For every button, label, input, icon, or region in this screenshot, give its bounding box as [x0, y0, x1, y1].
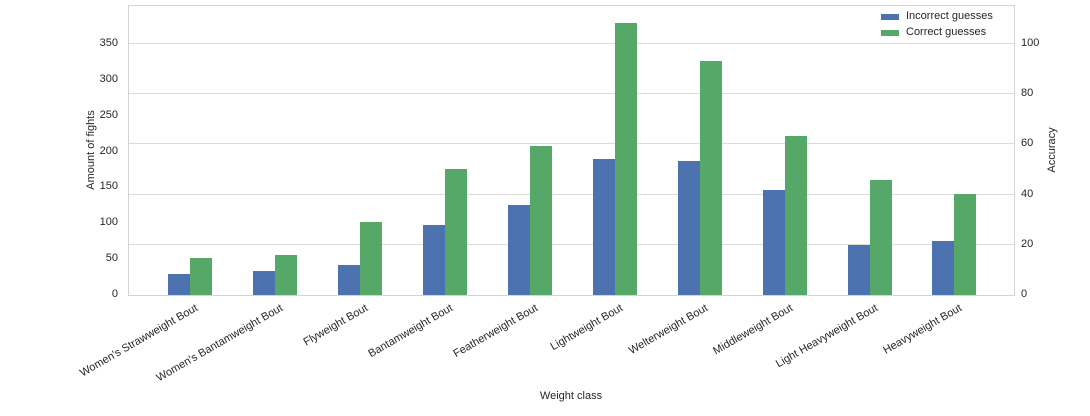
gridline [129, 193, 1014, 195]
bar-correct [445, 168, 467, 295]
x-axis-title: Weight class [539, 390, 603, 402]
bar-correct [614, 22, 637, 295]
bar-incorrect [507, 205, 530, 295]
x-tick-label: Heavyweight Bout [881, 302, 965, 357]
left-tick-label: 250 [99, 108, 118, 121]
legend-swatch-incorrect-icon [881, 13, 899, 20]
bar-incorrect [592, 158, 615, 295]
legend-item-incorrect: Incorrect guesses [881, 10, 993, 23]
left-tick-label: 200 [99, 144, 118, 157]
bar-correct [360, 221, 383, 295]
bar-incorrect [932, 241, 955, 295]
legend-label-correct: Correct guesses [906, 26, 987, 38]
gridline [129, 243, 1014, 245]
bar-incorrect [762, 190, 785, 295]
right-tick-label: 0 [1021, 288, 1028, 300]
left-tick-label: 350 [99, 37, 118, 49]
bar-incorrect [168, 273, 191, 295]
gridline [129, 93, 1014, 95]
bar-correct [784, 135, 807, 295]
x-tick-label: Welterweight Bout [626, 302, 710, 357]
left-tick-label: 100 [99, 216, 118, 229]
bar-incorrect [338, 264, 361, 295]
x-tick-label: Featherweight Bout [451, 302, 540, 361]
plot-area [128, 5, 1015, 296]
right-tick-label: 20 [1021, 237, 1034, 250]
bar-incorrect [847, 244, 870, 295]
gridline [129, 143, 1014, 145]
x-tick-label: Flyweight Bout [301, 302, 371, 349]
bar-correct [954, 193, 977, 295]
bar-correct [869, 180, 892, 295]
legend-swatch-correct-icon [881, 29, 899, 36]
right-tick-label: 100 [1021, 36, 1040, 49]
bar-correct [275, 254, 298, 295]
legend-item-correct: Correct guesses [881, 26, 993, 39]
legend-label-incorrect: Incorrect guesses [906, 10, 993, 22]
bar-correct [699, 61, 722, 295]
x-tick-label: Bantamweight Bout [366, 302, 455, 361]
left-tick-label: 50 [105, 252, 118, 265]
left-axis-title: Amount of fights [85, 110, 97, 190]
gridline [129, 42, 1014, 44]
right-tick-label: 80 [1021, 87, 1034, 100]
x-tick-label: Middleweight Bout [710, 302, 795, 358]
bar-correct [529, 145, 552, 295]
right-tick-label: 40 [1021, 187, 1034, 200]
x-tick-label: Lightweight Bout [548, 302, 625, 354]
bar-incorrect [253, 271, 276, 295]
bar-incorrect [423, 224, 445, 295]
left-tick-label: 150 [99, 180, 118, 193]
bar-incorrect [677, 160, 700, 295]
left-tick-label: 0 [111, 288, 118, 300]
right-axis-title: Accuracy [1046, 127, 1058, 173]
legend: Incorrect guesses Correct guesses [881, 10, 993, 39]
left-tick-label: 300 [99, 72, 118, 85]
bar-correct [190, 258, 213, 295]
right-tick-label: 60 [1021, 137, 1034, 150]
